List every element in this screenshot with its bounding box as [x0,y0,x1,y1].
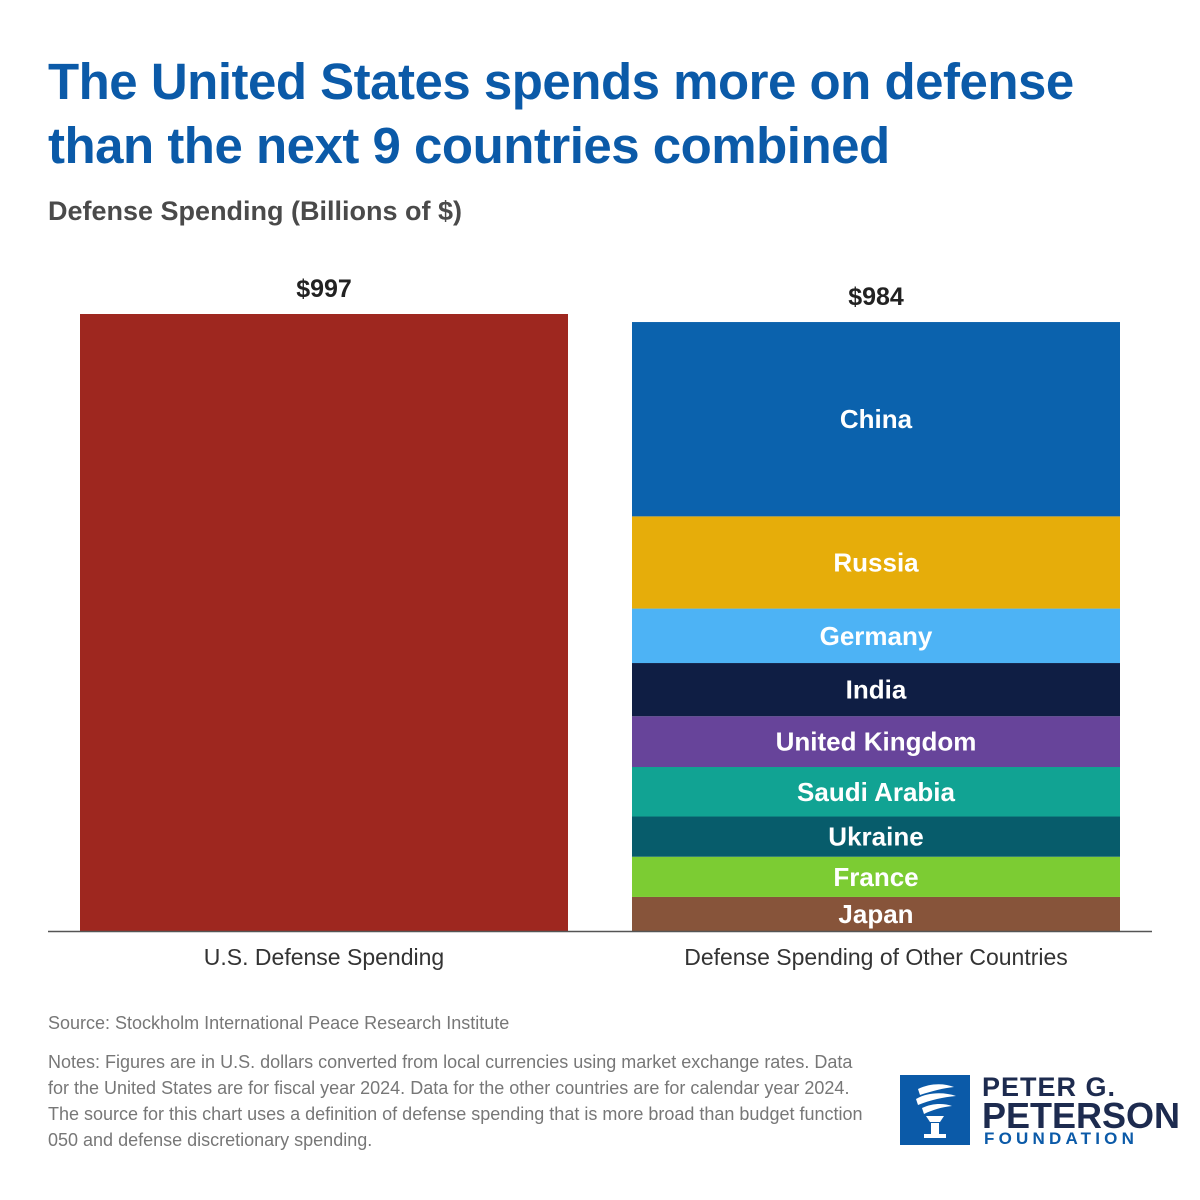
logo-name-line1: PETER G. [982,1072,1117,1102]
bar-segment-germany [632,608,1120,664]
segment-label-united-kingdom: United Kingdom [776,727,977,757]
source-note: Source: Stockholm International Peace Re… [48,1013,510,1033]
notes-text: Notes: Figures are in U.S. dollars conve… [48,1052,863,1150]
segment-label-india: India [846,675,907,705]
bar-segment-united-kingdom [632,716,1120,768]
bar-segment-russia [632,516,1120,609]
segment-label-france: France [833,862,918,892]
logo-name-line2: PETERSON [982,1095,1181,1136]
bar-segment-japan [632,896,1120,931]
logo-name-line3: FOUNDATION [984,1129,1139,1148]
chart-subtitle: Defense Spending (Billions of $) [48,196,463,226]
chart-title: The United States spends more on defense… [48,53,1074,174]
segment-label-ukraine: Ukraine [828,822,923,852]
bar-segment-ukraine [632,816,1120,857]
bar-segment-france [632,856,1120,897]
segment-label-japan: Japan [838,899,913,929]
segment-label-china: China [840,404,913,434]
peterson-foundation-logo: PETER G. PETERSON FOUNDATION [898,1072,1180,1149]
category-label-u-s-defense-spending: U.S. Defense Spending [204,944,444,970]
segment-label-germany: Germany [820,621,933,651]
total-label-u-s-defense-spending: $997 [296,275,352,303]
total-label-defense-spending-of-other-countries: $984 [848,283,904,311]
category-label-defense-spending-of-other-countries: Defense Spending of Other Countries [684,944,1068,970]
torch-icon [900,1075,970,1145]
segment-label-saudi-arabia: Saudi Arabia [797,777,956,807]
bar-segment-india [632,663,1120,717]
bar-segment-china [632,322,1120,517]
segment-label-russia: Russia [833,547,919,577]
bar-segment-united-states [80,314,568,931]
stacked-bar-chart: Japan France Ukraine Saudi Arabia United Kin… [48,275,1152,970]
bar-segment-saudi-arabia [632,767,1120,817]
